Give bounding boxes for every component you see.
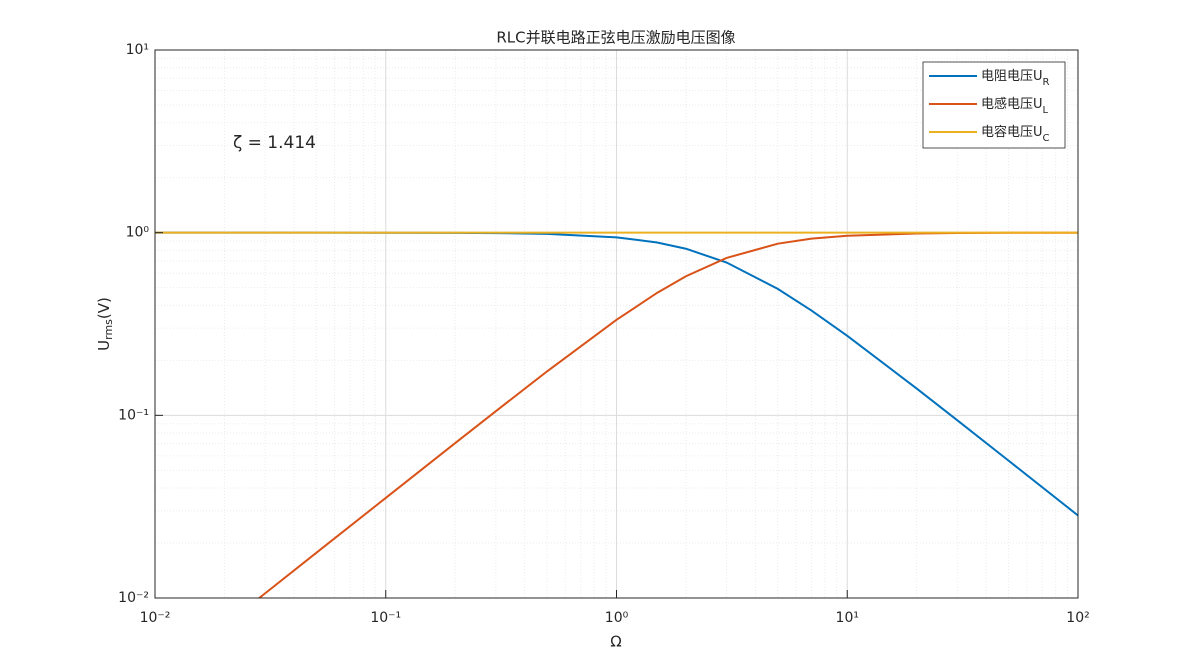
- y-tick-label: 10⁰: [126, 225, 150, 241]
- y-tick-label: 10⁻²: [118, 590, 149, 606]
- annotation: ζ = 1.414: [233, 133, 316, 153]
- y-label-subscript: rms: [102, 319, 115, 340]
- legend-subscript: R: [1043, 77, 1050, 88]
- x-axis-label: Ω: [610, 633, 621, 651]
- x-tick-label: 10⁰: [605, 610, 629, 626]
- legend-name: 电阻电压U: [981, 69, 1043, 84]
- legend-label: 电阻电压UR: [981, 69, 1050, 89]
- legend-label: 电感电压UL: [981, 96, 1049, 117]
- ticks: 10⁻² 10⁻¹ 10⁰ 10¹ 10² 10⁻² 10⁻¹ 10⁰ 10¹: [118, 42, 1090, 626]
- legend-subscript: C: [1043, 133, 1050, 144]
- y-label-text: U: [95, 340, 113, 351]
- legend-subscript: L: [1043, 105, 1049, 116]
- y-axis-label: Urms(V): [95, 297, 116, 351]
- x-tick-label: 10²: [1066, 610, 1089, 626]
- legend-name: 电感电压U: [981, 96, 1043, 112]
- y-label-suffix: (V): [95, 297, 113, 319]
- lines: [155, 231, 1078, 598]
- chart-title: RLC并联电路正弦电压激励电压图像: [496, 29, 735, 47]
- x-tick-label: 10⁻¹: [370, 610, 401, 626]
- x-tick-label: 10¹: [836, 610, 859, 626]
- legend-label: 电容电压UC: [981, 124, 1050, 145]
- x-tick-label: 10⁻²: [140, 610, 171, 626]
- y-tick-label: 10¹: [126, 42, 149, 58]
- y-tick-label: 10⁻¹: [118, 407, 149, 423]
- legend-name: 电容电压U: [981, 124, 1043, 140]
